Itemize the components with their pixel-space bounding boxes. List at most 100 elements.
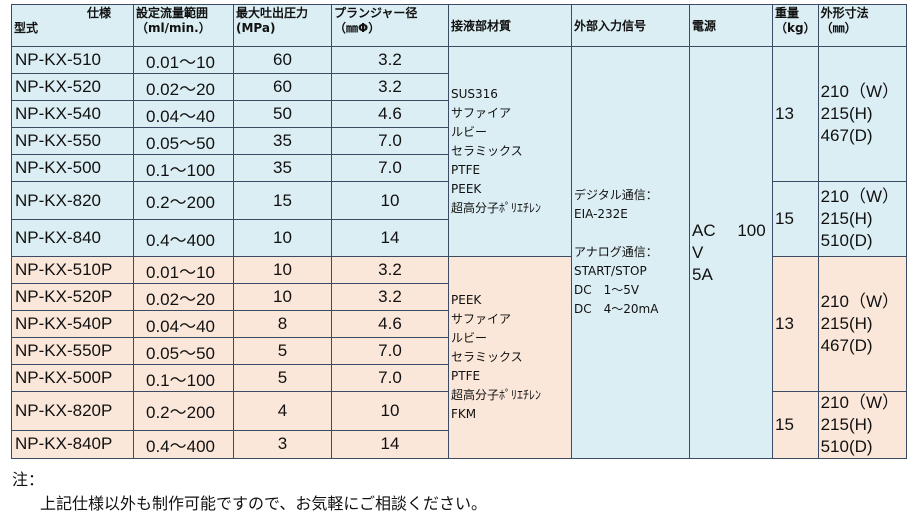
- pressure-cell: 10: [233, 283, 332, 311]
- pressure-cell: 50: [233, 100, 332, 128]
- header-signal: 外部入力信号: [571, 4, 690, 47]
- header-pressure: 最大吐出圧力 (MPa): [233, 4, 332, 47]
- pressure-cell: 60: [233, 73, 332, 101]
- flow-cell: 0.02～20: [133, 73, 234, 101]
- flow-cell: 0.04～40: [133, 100, 234, 128]
- header-dims-l2: （㎜）: [820, 21, 857, 35]
- pressure-cell: 5: [233, 337, 332, 365]
- plunger-cell: 7.0: [331, 154, 449, 182]
- pressure-cell: 5: [233, 364, 332, 392]
- flow-cell: 0.02～20: [133, 283, 234, 311]
- flow-cell: 0.1～100: [133, 154, 234, 182]
- header-power: 電源: [689, 4, 773, 47]
- signal-cell: デジタル通信： EIA-232E アナログ通信： START/STOP DC 1…: [571, 46, 690, 459]
- model-cell: NP-KX-840: [11, 219, 134, 257]
- model-cell: NP-KX-510P: [11, 256, 134, 284]
- pressure-cell: 4: [233, 391, 332, 431]
- plunger-cell: 4.6: [331, 100, 449, 128]
- header-dims-l1: 外形寸法: [820, 6, 869, 20]
- table-row: NP-KX-510P 0.01～10 10 3.2 PEEK サファイア ルビー セラミ…: [11, 256, 907, 459]
- header-model: 型式: [14, 21, 39, 35]
- model-cell: NP-KX-550: [11, 127, 134, 155]
- power-cell: AC 100 V 5A: [689, 46, 773, 459]
- flow-cell: 0.05～50: [133, 337, 234, 365]
- flow-cell: 0.2～200: [133, 391, 234, 431]
- material-cell: PEEK サファイア ルビー セラミックス PTFE 超高分子ﾎﾟﾘｴﾁﾚﾝ F…: [448, 256, 572, 459]
- header-row: 仕様 型式 設定流量範囲 （ml/min.） 最大吐出圧力 (MPa) プランジ…: [11, 4, 907, 47]
- model-cell: NP-KX-840P: [11, 429, 134, 460]
- header-flow-l2: （ml/min.）: [136, 21, 211, 35]
- header-weight-l1: 重量: [775, 6, 800, 20]
- pressure-cell: 3: [233, 429, 332, 460]
- header-spec-model: 仕様 型式: [11, 4, 134, 47]
- model-cell: NP-KX-820P: [11, 391, 134, 431]
- pressure-cell: 35: [233, 127, 332, 155]
- plunger-cell: 7.0: [331, 337, 449, 365]
- model-cell: NP-KX-510: [11, 46, 134, 74]
- model-cell: NP-KX-500P: [11, 364, 134, 392]
- flow-cell: 0.01～10: [133, 256, 234, 284]
- table-row: NP-KX-840P 0.4～400 3 14: [11, 429, 907, 460]
- plunger-cell: 10: [331, 181, 449, 220]
- table-row: NP-KX-500 0.1～100 35 7.0: [11, 154, 907, 182]
- table-row: NP-KX-540P 0.04～40 8 4.6: [11, 310, 907, 338]
- header-pressure-l1: 最大吐出圧力: [236, 6, 309, 20]
- model-cell: NP-KX-500: [11, 154, 134, 182]
- plunger-cell: 10: [331, 391, 449, 431]
- header-plunger-l2: （㎜Φ）: [334, 21, 381, 35]
- flow-cell: 0.1～100: [133, 364, 234, 392]
- header-material: 接液部材質: [448, 4, 572, 47]
- flow-cell: 0.4～400: [133, 219, 234, 257]
- plunger-cell: 4.6: [331, 310, 449, 338]
- plunger-cell: 3.2: [331, 283, 449, 311]
- plunger-cell: 14: [331, 429, 449, 460]
- table-row: NP-KX-540 0.04～40 50 4.6: [11, 100, 907, 128]
- header-spec: 仕様: [86, 6, 111, 20]
- model-cell: NP-KX-540: [11, 100, 134, 128]
- table-row: NP-KX-510 0.01～10 60 3.2 SUS316 サファイア ルビー セラ…: [11, 46, 907, 459]
- model-cell: NP-KX-520: [11, 73, 134, 101]
- table-row: NP-KX-500P 0.1～100 5 7.0: [11, 364, 907, 392]
- pressure-cell: 10: [233, 219, 332, 257]
- header-plunger: プランジャー径 （㎜Φ）: [331, 4, 449, 47]
- spec-table: 仕様 型式 設定流量範囲 （ml/min.） 最大吐出圧力 (MPa) プランジ…: [11, 4, 907, 460]
- flow-cell: 0.04～40: [133, 310, 234, 338]
- flow-cell: 0.01～10: [133, 46, 234, 74]
- model-cell: NP-KX-540P: [11, 310, 134, 338]
- plunger-cell: 3.2: [331, 46, 449, 74]
- dims-cell: 210（W） 215(H) 467(D): [817, 256, 907, 392]
- model-cell: NP-KX-520P: [11, 283, 134, 311]
- dims-cell: 210（W） 215(H) 510(D): [817, 181, 907, 257]
- flow-cell: 0.2～200: [133, 181, 234, 220]
- plunger-cell: 7.0: [331, 127, 449, 155]
- table-row: NP-KX-820 0.2～200 15 10 15 210（W） 215(H) 510(…: [11, 181, 907, 257]
- plunger-cell: 7.0: [331, 364, 449, 392]
- table-row: NP-KX-520 0.02～20 60 3.2: [11, 73, 907, 101]
- table-row: NP-KX-820P 0.2～200 4 10 15 210（W） 215(H) 510(…: [11, 391, 907, 459]
- header-dims: 外形寸法 （㎜）: [817, 4, 907, 47]
- dims-cell: 210（W） 215(H) 510(D): [817, 391, 907, 459]
- material-cell: SUS316 サファイア ルビー セラミックス PTFE PEEK 超高分子ﾎﾟ…: [448, 46, 572, 257]
- plunger-cell: 14: [331, 219, 449, 257]
- table-row: NP-KX-550 0.05～50 35 7.0: [11, 127, 907, 155]
- pressure-cell: 8: [233, 310, 332, 338]
- plunger-cell: 3.2: [331, 256, 449, 284]
- pressure-cell: 60: [233, 46, 332, 74]
- flow-cell: 0.05～50: [133, 127, 234, 155]
- plunger-cell: 3.2: [331, 73, 449, 101]
- header-pressure-l2: (MPa): [236, 21, 276, 35]
- table-row: NP-KX-840 0.4～400 10 14: [11, 219, 907, 257]
- dims-cell: 210（W） 215(H) 467(D): [817, 46, 907, 182]
- pressure-cell: 15: [233, 181, 332, 220]
- weight-cell: 15: [772, 181, 819, 257]
- header-plunger-l1: プランジャー径: [334, 6, 418, 20]
- note-text: 上記仕様以外も制作可能ですので、お気軽にご相談ください。: [40, 494, 488, 513]
- pressure-cell: 10: [233, 256, 332, 284]
- flow-cell: 0.4～400: [133, 429, 234, 460]
- header-flow-l1: 設定流量範囲: [136, 6, 209, 20]
- table-row: NP-KX-520P 0.02～20 10 3.2: [11, 283, 907, 311]
- note-label: 注：: [12, 470, 45, 489]
- weight-cell: 15: [772, 391, 819, 459]
- model-cell: NP-KX-820: [11, 181, 134, 220]
- header-weight-l2: （kg）: [775, 21, 816, 35]
